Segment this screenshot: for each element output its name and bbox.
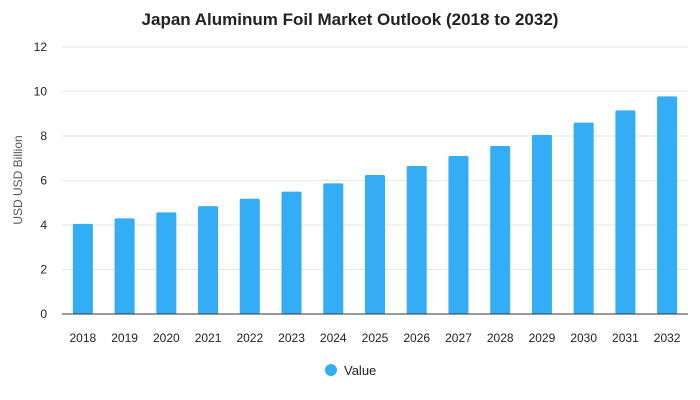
- bar-2020[interactable]: [156, 212, 177, 314]
- y-tick-label: 4: [40, 218, 47, 232]
- x-tick-label: 2027: [445, 331, 472, 345]
- bar-2027[interactable]: [448, 156, 469, 314]
- bar-2023[interactable]: [281, 191, 302, 314]
- chart-title: Japan Aluminum Foil Market Outlook (2018…: [142, 10, 559, 29]
- bars: [72, 96, 678, 315]
- bar-2018[interactable]: [72, 223, 93, 314]
- y-tick-label: 2: [40, 263, 47, 277]
- y-tick-label: 12: [34, 40, 48, 54]
- x-tick-label: 2022: [236, 331, 263, 345]
- y-tick-label: 8: [40, 129, 47, 143]
- x-tick-label: 2029: [529, 331, 556, 345]
- bar-2028[interactable]: [490, 146, 511, 314]
- x-tick-label: 2028: [487, 331, 514, 345]
- x-tick-label: 2024: [320, 331, 347, 345]
- bar-2024[interactable]: [323, 183, 344, 314]
- bar-2022[interactable]: [239, 198, 260, 314]
- y-axis-label: USD USD Billion: [11, 135, 25, 224]
- x-tick-label: 2031: [612, 331, 639, 345]
- x-tick-label: 2023: [278, 331, 305, 345]
- bar-2026[interactable]: [406, 166, 427, 314]
- bar-2029[interactable]: [531, 134, 552, 314]
- y-ticks: 0 2 4 6 8 10 12: [34, 40, 48, 321]
- x-ticks: 2018 2019 2020 2021 2022 2023 2024 2025 2026 2027…: [70, 331, 681, 345]
- x-tick-label: 2026: [403, 331, 430, 345]
- legend-swatch-value: [325, 364, 337, 376]
- y-tick-label: 10: [34, 85, 48, 99]
- y-tick-label: 6: [40, 174, 47, 188]
- legend[interactable]: Value: [325, 363, 376, 378]
- bar-2021[interactable]: [198, 206, 219, 314]
- x-tick-label: 2030: [570, 331, 597, 345]
- bar-2031[interactable]: [615, 110, 636, 314]
- legend-label-value: Value: [344, 363, 376, 378]
- x-tick-label: 2021: [195, 331, 222, 345]
- bar-2019[interactable]: [114, 218, 135, 314]
- x-tick-label: 2019: [111, 331, 138, 345]
- bar-2025[interactable]: [364, 174, 386, 314]
- x-tick-label: 2018: [70, 331, 97, 345]
- x-tick-label: 2025: [362, 331, 389, 345]
- x-tick-label: 2032: [654, 331, 681, 345]
- y-tick-label: 0: [40, 307, 47, 321]
- bar-2032[interactable]: [657, 96, 678, 315]
- bar-2030[interactable]: [573, 122, 594, 315]
- x-tick-label: 2020: [153, 331, 180, 345]
